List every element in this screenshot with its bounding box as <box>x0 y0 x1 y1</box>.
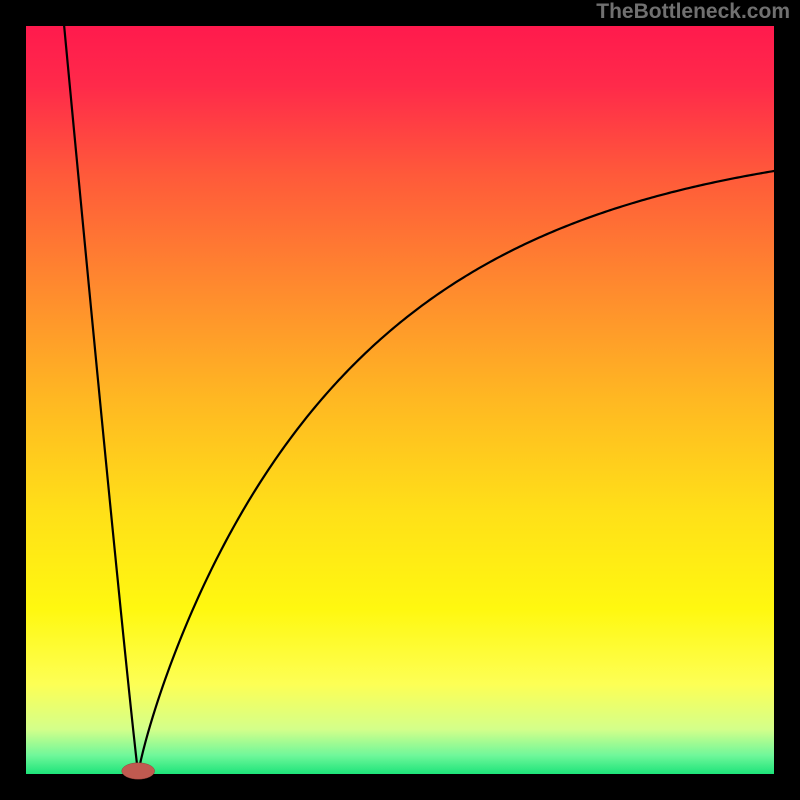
frame-bottom <box>0 774 800 800</box>
frame-right <box>774 0 800 800</box>
frame-left <box>0 0 26 800</box>
minimum-marker <box>122 763 155 779</box>
plot-background <box>26 26 774 774</box>
bottleneck-chart <box>0 0 800 800</box>
chart-container: TheBottleneck.com <box>0 0 800 800</box>
watermark-text: TheBottleneck.com <box>596 0 790 24</box>
